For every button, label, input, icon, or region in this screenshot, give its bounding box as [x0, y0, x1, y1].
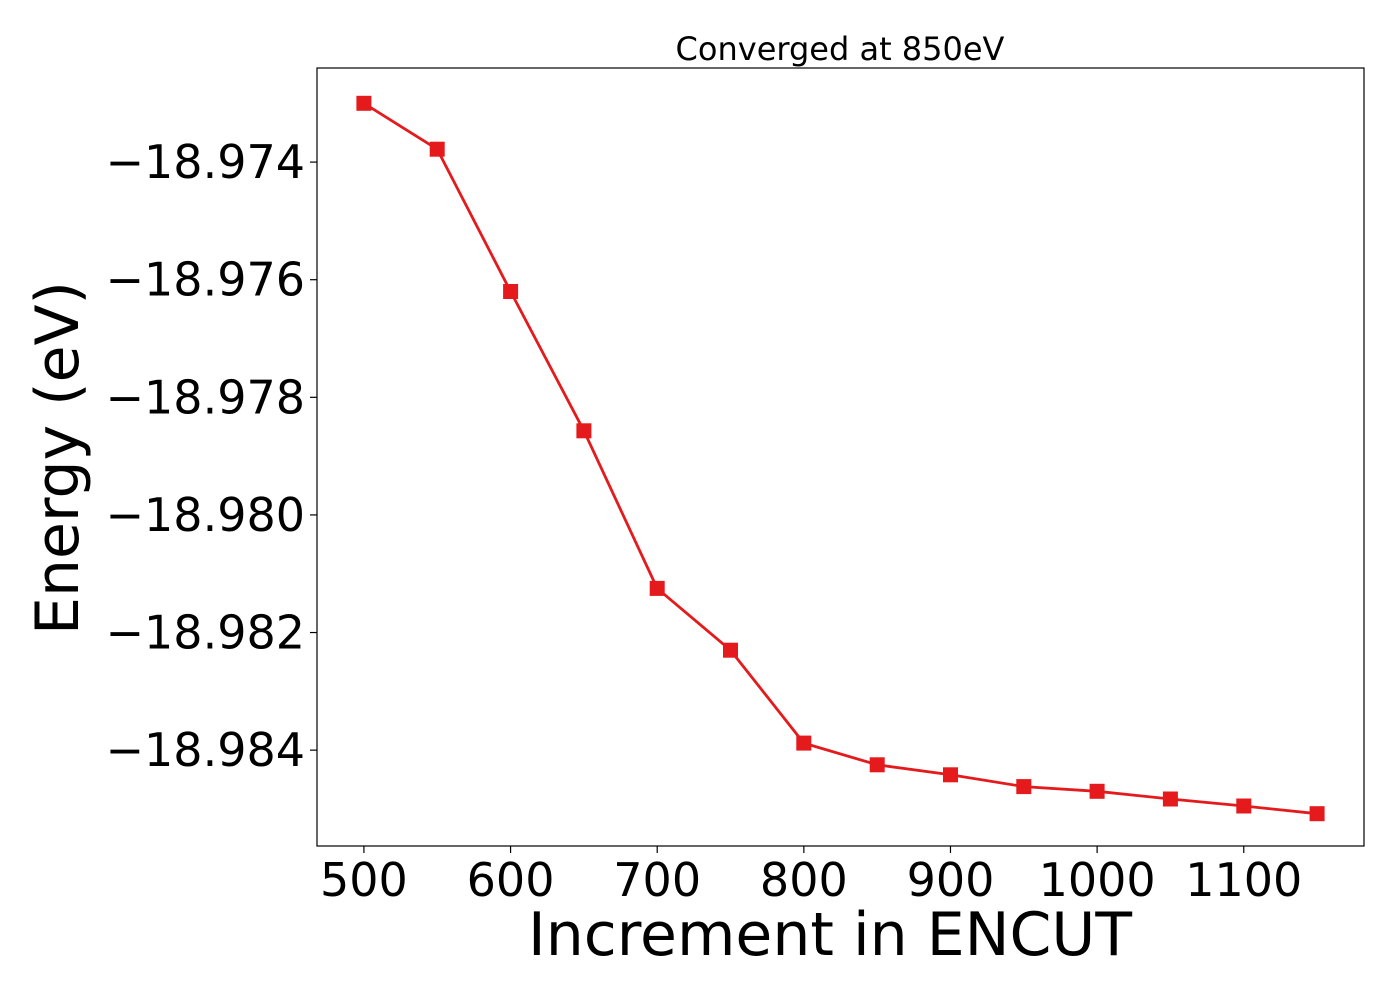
x-tick-label: 700 — [613, 853, 701, 907]
data-point-marker — [1236, 798, 1252, 814]
data-point-marker — [1089, 783, 1105, 799]
series-line — [363, 102, 1318, 816]
y-tick-label: −18.976 — [106, 253, 306, 307]
data-point-marker — [723, 642, 738, 658]
x-tick-label: 1000 — [1039, 853, 1156, 907]
x-axis-label: Increment in ENCUT — [528, 900, 1132, 970]
data-point-marker — [356, 95, 372, 111]
y-tick-label: −18.984 — [106, 723, 306, 777]
x-axis: 500 600 700 800 900 1000 1100 — [320, 846, 1302, 907]
x-tick-label: 800 — [760, 853, 848, 907]
data-point-marker — [649, 580, 665, 596]
data-point-marker — [796, 735, 812, 751]
x-tick-label: 900 — [907, 853, 995, 907]
data-point-marker — [1309, 806, 1325, 822]
x-tick-label: 600 — [467, 853, 555, 907]
x-tick-label: 500 — [320, 853, 408, 907]
data-point-marker — [429, 141, 445, 157]
data-point-marker — [943, 767, 958, 783]
plot-area — [356, 95, 1325, 822]
y-axis: −18.974 −18.976 −18.978 −18.980 −18.982 −18.9… — [106, 135, 317, 777]
y-tick-label: −18.978 — [106, 370, 306, 424]
x-tick-label: 1100 — [1185, 853, 1302, 907]
plot-frame — [316, 67, 1365, 847]
data-point-marker — [1162, 791, 1178, 807]
data-point-marker — [503, 284, 519, 299]
data-point-marker — [869, 757, 885, 773]
y-axis-label: Energy (eV) — [23, 281, 93, 635]
data-point-marker — [576, 423, 592, 439]
y-tick-label: −18.982 — [106, 606, 306, 660]
data-point-marker — [1016, 779, 1032, 795]
chart-title: Converged at 850eV — [676, 30, 1005, 68]
y-tick-label: −18.974 — [106, 135, 306, 189]
y-tick-label: −18.980 — [106, 488, 306, 542]
